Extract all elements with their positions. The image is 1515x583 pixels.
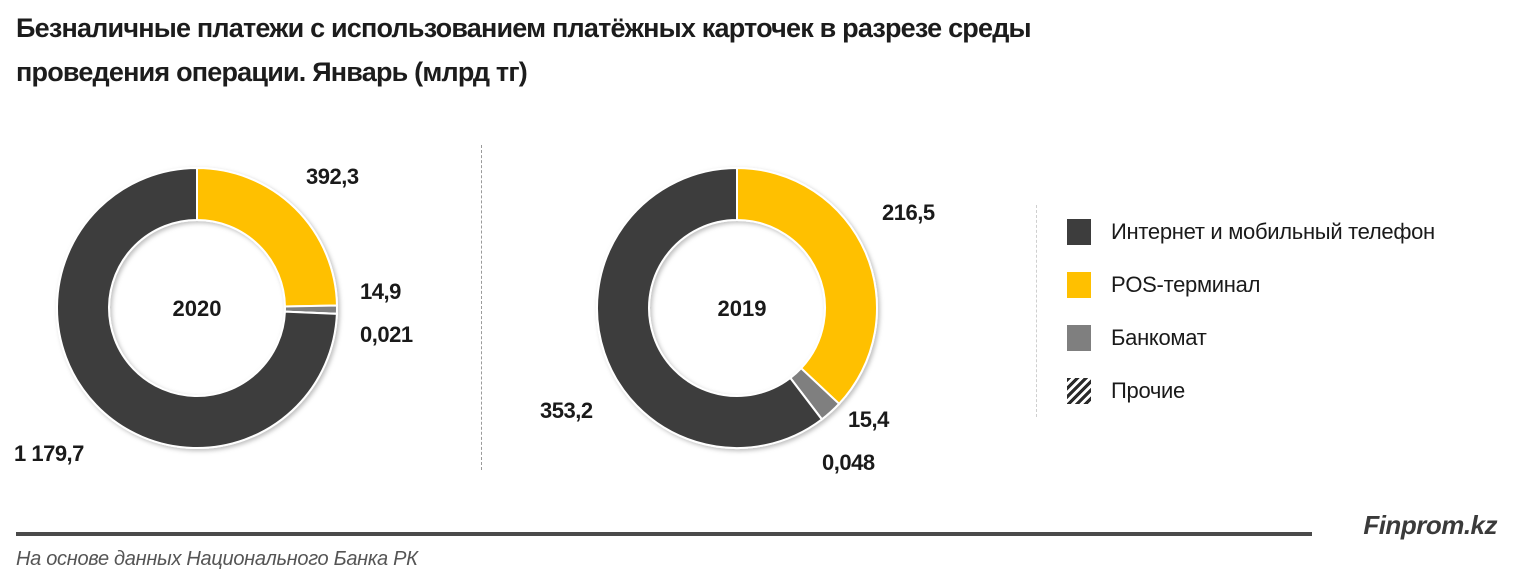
legend-swatch-dark-icon [1067, 218, 1091, 245]
legend-swatch-gray-icon [1067, 324, 1091, 351]
legend-item-other: Прочие [1067, 364, 1435, 417]
donut-2019 [596, 166, 878, 449]
data-label-pos-2020: 392,3 [306, 164, 359, 189]
legend-swatch-hatched-icon [1067, 377, 1091, 404]
legend-label: Банкомат [1111, 324, 1207, 350]
segment-pos [736, 166, 878, 406]
legend-label: POS-терминал [1111, 271, 1261, 297]
data-label-internet-2019: 353,2 [540, 398, 593, 423]
legend: Интернет и мобильный телефон POS-термина… [1036, 205, 1435, 417]
segment-internet [56, 166, 338, 449]
data-label-other-2020: 0,021 [360, 322, 413, 347]
center-label-2020: 2020 [172, 296, 222, 321]
data-label-atm-2019: 15,4 [848, 407, 889, 432]
data-label-other-2019: 0,048 [822, 450, 875, 475]
legend-swatch-yellow-icon [1067, 271, 1091, 298]
legend-item-atm: Банкомат [1067, 311, 1435, 364]
segment-pos [196, 166, 338, 308]
legend-label: Интернет и мобильный телефон [1111, 218, 1435, 244]
source-note: На основе данных Национального Банка РК [16, 548, 418, 570]
data-label-atm-2020: 14,9 [360, 279, 401, 304]
chart-divider [481, 145, 482, 470]
chart-title-line-2: проведения операции. Январь (млрд тг) [16, 57, 528, 87]
footer-rule [16, 532, 1312, 536]
legend-label: Прочие [1111, 377, 1185, 403]
data-label-internet-2020: 1 179,7 [14, 441, 84, 466]
brand-logo: Finprom.kz [1363, 510, 1497, 540]
legend-item-internet: Интернет и мобильный телефон [1067, 205, 1435, 258]
chart-title: Безналичные платежи с использованием пла… [16, 6, 1032, 94]
donut-2020 [56, 166, 338, 449]
data-label-pos-2019: 216,5 [882, 200, 935, 225]
center-label-2019: 2019 [717, 296, 767, 321]
legend-item-pos: POS-терминал [1067, 258, 1435, 311]
segment-internet [596, 166, 824, 449]
chart-title-line-1: Безналичные платежи с использованием пла… [16, 13, 1032, 43]
